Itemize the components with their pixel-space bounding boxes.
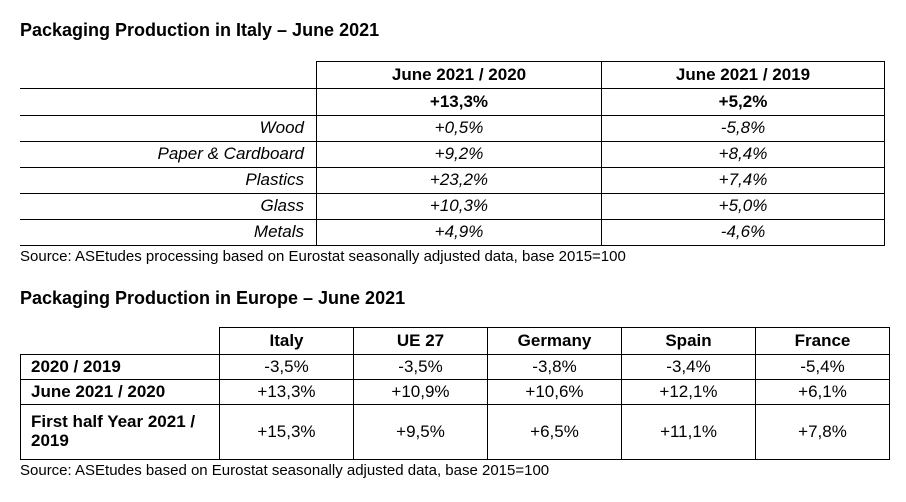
row-label: Metals	[20, 219, 317, 246]
table-cell: +10,9%	[353, 379, 488, 405]
row-label: Glass	[20, 193, 317, 220]
row-label: Wood	[20, 115, 317, 142]
table-cell: +6,1%	[755, 379, 890, 405]
row-label: June 2021 / 2020	[20, 379, 220, 405]
row-label	[20, 88, 317, 116]
table-cell: +10,6%	[487, 379, 622, 405]
table-row: June 2021 / 2020 +13,3% +10,9% +10,6% +1…	[20, 379, 890, 405]
table-cell: -5,8%	[601, 115, 885, 142]
empty-corner-cell	[21, 328, 220, 355]
table-row: Metals +4,9% -4,6%	[20, 219, 885, 246]
table-cell: -3,5%	[353, 354, 488, 380]
table-cell: +11,1%	[621, 404, 756, 460]
column-header: Italy	[219, 327, 354, 355]
table-cell: +10,3%	[316, 193, 602, 220]
table-cell: +6,5%	[487, 404, 622, 460]
column-header: UE 27	[353, 327, 488, 355]
row-label: 2020 / 2019	[20, 354, 220, 380]
column-header: France	[755, 327, 890, 355]
table-row: Wood +0,5% -5,8%	[20, 115, 885, 142]
table-cell: +0,5%	[316, 115, 602, 142]
table-header-row: June 2021 / 2020 June 2021 / 2019	[20, 61, 885, 89]
table-row: Plastics +23,2% +7,4%	[20, 167, 885, 194]
italy-packaging-table: June 2021 / 2020 June 2021 / 2019 +13,3%…	[20, 61, 885, 246]
table-cell: +7,8%	[755, 404, 890, 460]
table-cell: -3,5%	[219, 354, 354, 380]
italy-table-title: Packaging Production in Italy – June 202…	[20, 20, 380, 40]
table-cell: -3,4%	[621, 354, 756, 380]
italy-table-source: Source: ASEtudes processing based on Eur…	[20, 248, 626, 265]
europe-table-source: Source: ASEtudes based on Eurostat seaso…	[20, 462, 550, 479]
table-cell: +23,2%	[316, 167, 602, 194]
table-header-row: Italy UE 27 Germany Spain France	[21, 327, 890, 355]
column-header: June 2021 / 2020	[316, 61, 602, 89]
table-cell: +5,0%	[601, 193, 885, 220]
table-cell: +13,3%	[219, 379, 354, 405]
column-header: June 2021 / 2019	[601, 61, 885, 89]
table-cell: +13,3%	[316, 88, 602, 116]
table-cell: +9,5%	[353, 404, 488, 460]
column-header: Spain	[621, 327, 756, 355]
row-label: Plastics	[20, 167, 317, 194]
table-cell: +7,4%	[601, 167, 885, 194]
table-row: 2020 / 2019 -3,5% -3,5% -3,8% -3,4% -5,4…	[20, 354, 890, 380]
table-cell: -4,6%	[601, 219, 885, 246]
row-label: Paper & Cardboard	[20, 141, 317, 168]
table-row: Glass +10,3% +5,0%	[20, 193, 885, 220]
europe-table-title: Packaging Production in Europe – June 20…	[20, 288, 406, 308]
europe-packaging-table: Italy UE 27 Germany Spain France 2020 / …	[20, 327, 890, 460]
empty-corner-cell	[20, 62, 317, 89]
table-cell: +9,2%	[316, 141, 602, 168]
table-cell: +12,1%	[621, 379, 756, 405]
table-cell: +8,4%	[601, 141, 885, 168]
table-row: Paper & Cardboard +9,2% +8,4%	[20, 141, 885, 168]
row-label: First half Year 2021 / 2019	[20, 404, 220, 460]
total-row: +13,3% +5,2%	[20, 88, 885, 116]
table-cell: +4,9%	[316, 219, 602, 246]
table-cell: -3,8%	[487, 354, 622, 380]
table-row: First half Year 2021 / 2019 +15,3% +9,5%…	[20, 404, 890, 460]
table-cell: +15,3%	[219, 404, 354, 460]
column-header: Germany	[487, 327, 622, 355]
table-cell: -5,4%	[755, 354, 890, 380]
table-cell: +5,2%	[601, 88, 885, 116]
